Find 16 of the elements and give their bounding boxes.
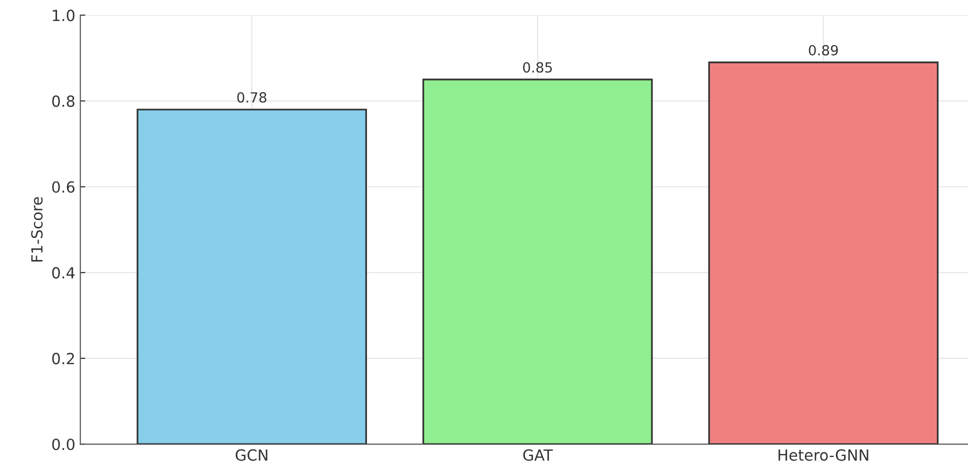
y-tick-label: 0.2	[52, 352, 74, 364]
data-label: 0.89	[808, 44, 838, 56]
y-tick-label: 0.0	[52, 438, 74, 450]
y-axis-title: F1-Score	[31, 197, 43, 262]
bar	[708, 62, 939, 444]
x-tick-label: Hetero-GNN	[778, 449, 868, 461]
data-label: 0.85	[523, 62, 552, 73]
x-tick-label: GAT	[523, 449, 553, 461]
y-tick-label: 0.8	[52, 95, 74, 107]
x-tick-label: GCN	[236, 449, 268, 461]
data-label: 0.78	[237, 92, 266, 103]
y-tick-label: 0.6	[52, 181, 75, 193]
bar	[422, 78, 653, 444]
y-tick-label: 0.4	[52, 267, 75, 279]
bar	[136, 108, 367, 444]
y-tick-label: 1.0	[52, 10, 74, 22]
